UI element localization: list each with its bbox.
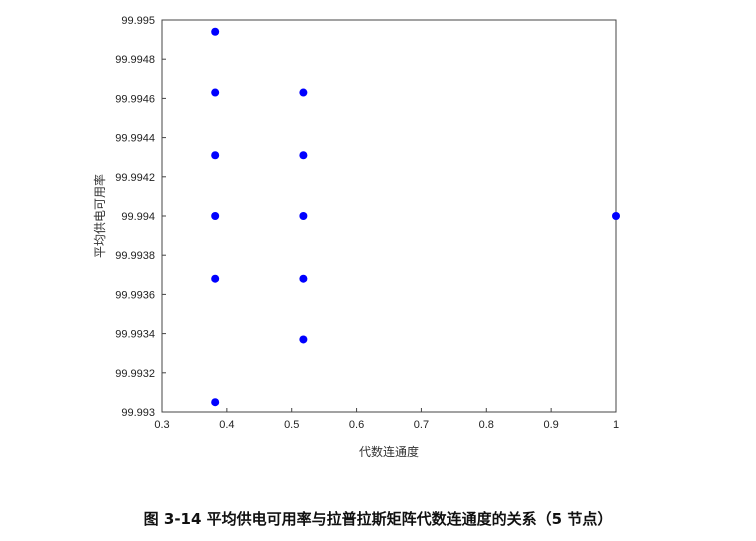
x-tick-label: 0.4: [219, 419, 234, 431]
data-point: [612, 212, 620, 220]
y-tick-label: 99.993: [121, 407, 155, 419]
y-tick-label: 99.9948: [115, 54, 155, 66]
y-tick-label: 99.9944: [115, 133, 155, 145]
data-point: [211, 27, 220, 36]
x-tick-label: 1: [613, 419, 619, 431]
data-point: [211, 398, 220, 407]
data-point: [299, 274, 308, 283]
plot-area-frame: [161, 19, 617, 413]
y-tick-label: 99.9946: [115, 93, 155, 105]
data-point: [299, 151, 308, 160]
x-tick-label: 0.8: [479, 419, 494, 431]
y-tick-label: 99.9934: [115, 329, 155, 341]
figure-caption: 图 3-14 平均供电可用率与拉普拉斯矩阵代数连通度的关系（5 节点）: [143, 510, 613, 528]
y-tick-label: 99.9936: [115, 289, 155, 301]
data-point: [299, 212, 308, 220]
x-tick-label: 0.3: [154, 419, 169, 431]
data-point: [211, 274, 220, 283]
y-axis-ticks: 99.993 99.9932 99.9934 99.9936 99.9938 99.994…: [115, 15, 166, 419]
y-tick-label: 99.9932: [115, 368, 155, 380]
x-tick-label: 0.7: [414, 419, 429, 431]
data-point: [211, 88, 220, 97]
y-tick-label: 99.9942: [115, 172, 155, 184]
y-tick-label: 99.994: [121, 211, 155, 223]
data-points: [211, 27, 620, 407]
data-point: [211, 151, 220, 160]
y-axis-title: 平均供电可用率: [92, 174, 107, 258]
x-tick-label: 0.5: [284, 419, 299, 431]
x-tick-label: 0.6: [349, 419, 364, 431]
data-point: [299, 335, 308, 344]
data-point: [299, 88, 308, 97]
y-tick-label: 99.9938: [115, 250, 155, 262]
data-point: [211, 212, 220, 220]
x-tick-label: 0.9: [543, 419, 558, 431]
x-axis-title: 代数连通度: [359, 444, 419, 459]
x-axis-ticks: 0.3 0.4 0.5 0.6 0.7 0.8 0.9 1: [154, 408, 619, 431]
y-tick-label: 99.995: [121, 15, 155, 27]
